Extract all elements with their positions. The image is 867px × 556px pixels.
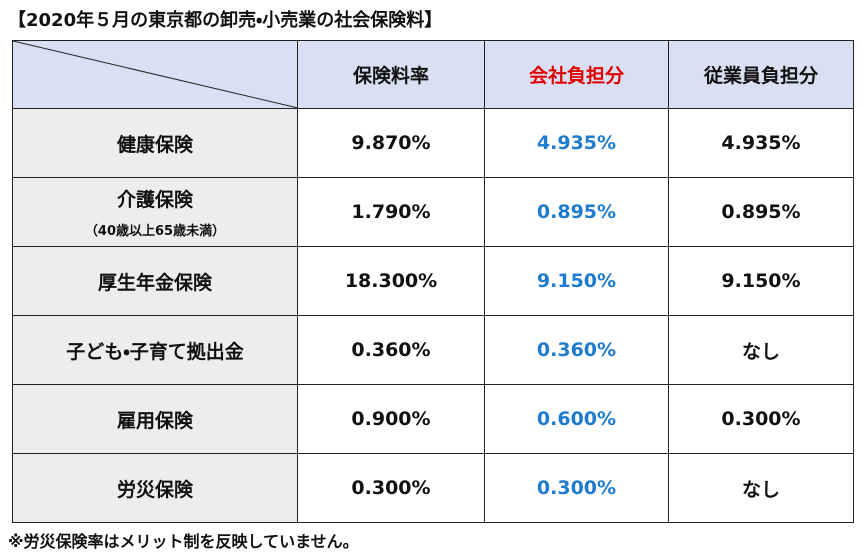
value-cell: 9.870% bbox=[297, 108, 485, 178]
row-label: 健康保険 bbox=[116, 133, 193, 156]
row-label: 子ども・子育て拠出金 bbox=[66, 340, 244, 363]
header-cell: 会社負担分 bbox=[484, 40, 669, 109]
footnote: ※労災保険率はメリット制を反映していません。 bbox=[8, 532, 359, 551]
value-cell: なし bbox=[668, 315, 854, 385]
header-row: 保険料率 会社負担分 従業員負担分 bbox=[12, 40, 854, 109]
value-cell: 4.935% bbox=[484, 108, 669, 178]
value-cell: 9.150% bbox=[668, 246, 854, 316]
row-label-cell: 介護保険 （40歳以上65歳未満） bbox=[12, 177, 298, 247]
row-label: 厚生年金保険 bbox=[97, 271, 212, 294]
row-label: 労災保険 bbox=[116, 478, 193, 501]
value-cell: 0.895% bbox=[668, 177, 854, 247]
corner-cell bbox=[12, 40, 298, 109]
value-cell: 0.300% bbox=[297, 453, 485, 523]
value-cell: 0.360% bbox=[297, 315, 485, 385]
value-cell: 18.300% bbox=[297, 246, 485, 316]
row-label: 介護保険 bbox=[116, 189, 193, 211]
value-cell: 4.935% bbox=[668, 108, 854, 178]
row-label-cell: 労災保険 bbox=[12, 453, 298, 523]
value-cell: 0.360% bbox=[484, 315, 669, 385]
title: 【2020年５月の東京都の卸売・小売業の社会保険料】 bbox=[8, 10, 443, 31]
row-label-cell: 子ども・子育て拠出金 bbox=[12, 315, 298, 385]
table-row: 健康保険 9.870% 4.935% 4.935% bbox=[12, 108, 854, 178]
row-label-cell: 厚生年金保険 bbox=[12, 246, 298, 316]
header-cell: 従業員負担分 bbox=[668, 40, 854, 109]
row-label-cell: 雇用保険 bbox=[12, 384, 298, 454]
table-row: 雇用保険 0.900% 0.600% 0.300% bbox=[12, 384, 854, 454]
table-row: 労災保険 0.300% 0.300% なし bbox=[12, 453, 854, 523]
value-cell: 0.300% bbox=[484, 453, 669, 523]
value-cell: 0.600% bbox=[484, 384, 669, 454]
value-cell: 9.150% bbox=[484, 246, 669, 316]
value-cell: 0.900% bbox=[297, 384, 485, 454]
row-label: 雇用保険 bbox=[116, 409, 193, 432]
value-cell: なし bbox=[668, 453, 854, 523]
value-cell: 0.300% bbox=[668, 384, 854, 454]
row-note: （40歳以上65歳未満） bbox=[84, 224, 226, 239]
table-row: 子ども・子育て拠出金 0.360% 0.360% なし bbox=[12, 315, 854, 385]
header-cell: 保険料率 bbox=[297, 40, 485, 109]
table-body: 健康保険 9.870% 4.935% 4.935% 介護保険 （40歳以上65歳未満） 1.… bbox=[12, 108, 854, 523]
table-row: 厚生年金保険 18.300% 9.150% 9.150% bbox=[12, 246, 854, 316]
row-label-cell: 健康保険 bbox=[12, 108, 298, 178]
insurance-table: 保険料率 会社負担分 従業員負担分 健康保険 9.870% 4.935% 4.935%… bbox=[12, 40, 854, 523]
table-row: 介護保険 （40歳以上65歳未満） 1.790% 0.895% 0.895% bbox=[12, 177, 854, 247]
value-cell: 0.895% bbox=[484, 177, 669, 247]
diagonal bbox=[13, 41, 298, 108]
value-cell: 1.790% bbox=[297, 177, 485, 247]
